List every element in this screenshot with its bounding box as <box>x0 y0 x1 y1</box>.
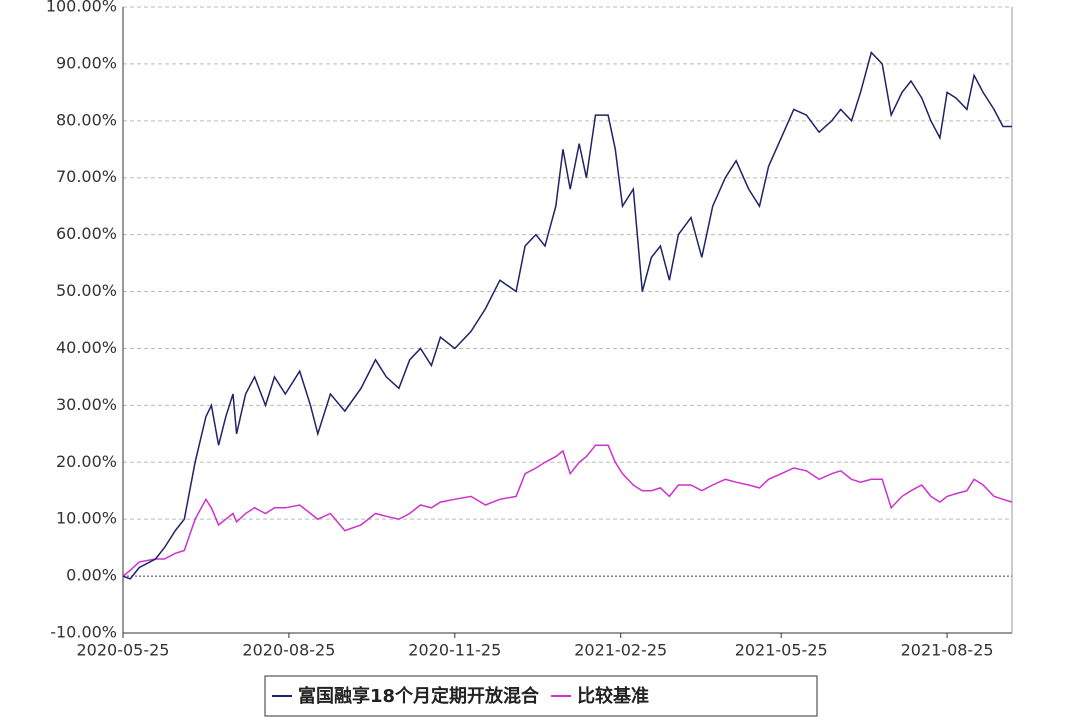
legend-box <box>264 675 818 717</box>
series-line <box>122 444 1013 577</box>
y-tick-label: 90.00% <box>56 53 117 72</box>
series-line <box>122 51 1012 580</box>
y-tick-label: 10.00% <box>56 509 117 528</box>
x-tick-label: 2021-05-25 <box>735 641 828 660</box>
legend-label: 比较基准 <box>577 685 649 707</box>
y-tick-label: 40.00% <box>56 338 117 357</box>
x-tick-label: 2021-08-25 <box>901 641 994 660</box>
y-tick-label: 50.00% <box>56 281 117 300</box>
x-tick-label: 2020-05-25 <box>77 641 170 660</box>
y-tick-label: -10.00% <box>50 623 117 642</box>
y-tick-label: 20.00% <box>56 452 117 471</box>
x-tick-label: 2021-02-25 <box>574 641 667 660</box>
y-tick-label: 0.00% <box>66 566 117 585</box>
x-tick-label: 2020-11-25 <box>408 641 501 660</box>
x-tick-label: 2020-08-25 <box>242 641 335 660</box>
y-tick-label: 70.00% <box>56 167 117 186</box>
y-tick-label: 80.00% <box>56 110 117 129</box>
y-tick-label: 60.00% <box>56 224 117 243</box>
y-tick-label: 30.00% <box>56 395 117 414</box>
y-tick-label: 100.00% <box>46 0 117 16</box>
legend-label: 富国融享18个月定期开放混合 <box>298 685 540 707</box>
